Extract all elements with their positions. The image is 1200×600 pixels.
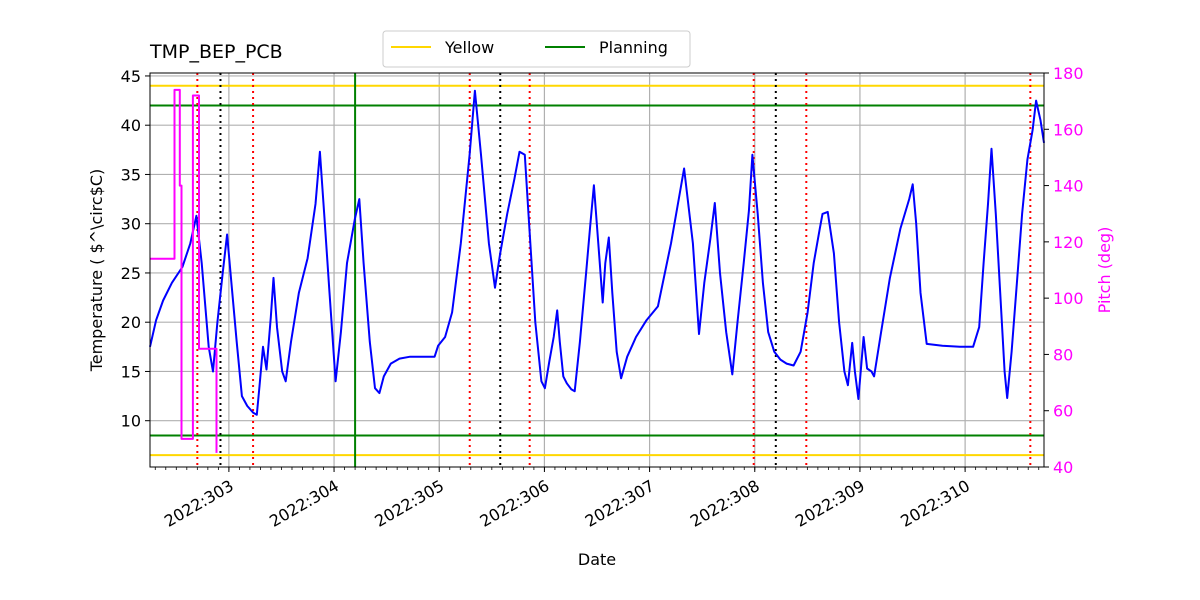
vertical-marker-lines xyxy=(196,73,1032,467)
y2-tick-label: 180 xyxy=(1053,64,1084,83)
y-tick-label: 30 xyxy=(121,215,141,234)
series-temperature xyxy=(149,89,1045,416)
y-tick-label: 15 xyxy=(121,362,141,381)
y2-tick-label: 140 xyxy=(1053,177,1084,196)
grid xyxy=(150,73,1044,467)
y2-tick-label: 160 xyxy=(1053,120,1084,139)
legend: Yellow Planning xyxy=(382,30,691,68)
x-axis-label: Date xyxy=(578,550,616,569)
y-tick-label: 20 xyxy=(121,313,141,332)
y-tick-label: 10 xyxy=(121,412,141,431)
y2-tick-label: 40 xyxy=(1053,458,1073,477)
legend-label-planning: Planning xyxy=(599,38,668,57)
chart-title: TMP_BEP_PCB xyxy=(149,41,283,63)
y-tick-label: 45 xyxy=(121,67,141,86)
y-axis-label: Temperature ( $^\circ$C) xyxy=(87,169,106,373)
legend-label-yellow: Yellow xyxy=(444,38,494,57)
series-pitch xyxy=(150,88,218,453)
legend-box xyxy=(382,30,691,68)
y2-tick-label: 100 xyxy=(1053,289,1084,308)
y-tick-label: 40 xyxy=(121,116,141,135)
y2-tick-label: 120 xyxy=(1053,233,1084,252)
data-series xyxy=(149,88,1045,453)
y-tick-label: 25 xyxy=(121,264,141,283)
limit-lines xyxy=(150,84,1044,457)
y2-tick-label: 80 xyxy=(1053,345,1073,364)
y-tick-label: 35 xyxy=(121,165,141,184)
y2-axis-label: Pitch (deg) xyxy=(1095,227,1114,314)
y2-tick-label: 60 xyxy=(1053,402,1073,421)
